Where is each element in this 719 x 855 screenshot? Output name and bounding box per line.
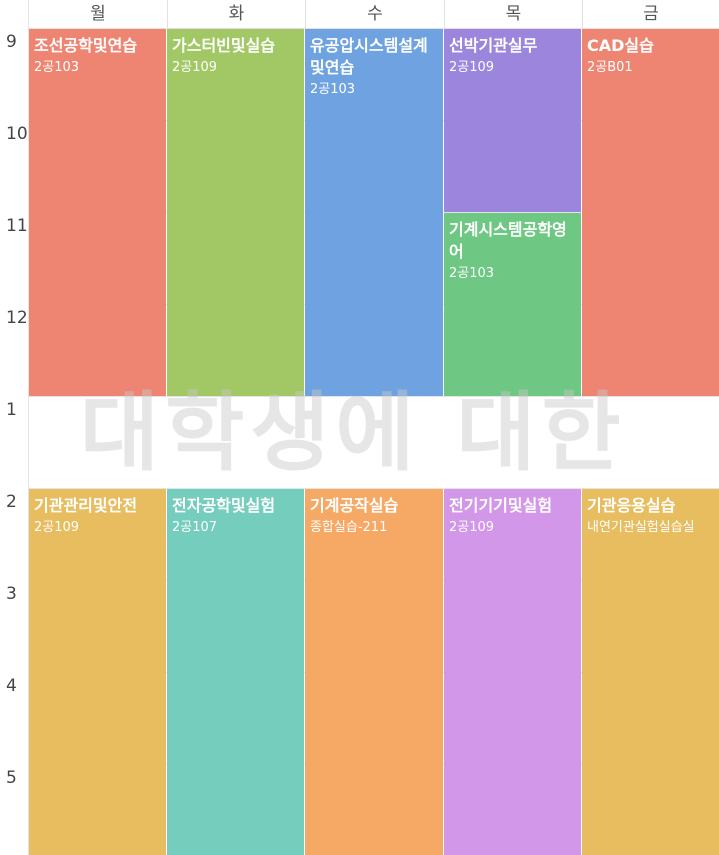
course-room: 내연기관실험실습실 [587,520,695,535]
day-header-tue: 화 [167,0,305,28]
course-room: 2공109 [449,60,495,75]
day-header-thu: 목 [444,0,582,28]
course-room: 2공109 [172,60,218,75]
hour-label: 11 [6,216,28,236]
course-room: 2공103 [34,60,80,75]
course-room: 2공109 [34,520,80,535]
course-block-fri-morning[interactable]: CAD실습 2공B01 [582,29,719,396]
course-room: 2공103 [310,82,356,97]
course-name: 전자공학및실험 [172,496,276,515]
column-divider [28,0,29,855]
course-block-thu-first[interactable]: 선박기관실무 2공109 [444,29,581,212]
course-name: 기계공작실습 [310,496,399,515]
hour-label: 9 [6,32,17,52]
course-block-mon-morning[interactable]: 조선공학및연습 2공103 [29,29,166,396]
course-name: 조선공학및연습 [34,36,138,55]
hour-label: 5 [6,768,17,788]
hour-divider [0,488,719,489]
course-block-thu-afternoon[interactable]: 전기기기및실험 2공109 [444,489,581,855]
course-name: 선박기관실무 [449,36,538,55]
course-name: 유공압시스템설계및연습 [310,36,428,77]
course-room: 종합실습-211 [310,520,388,535]
hour-label: 10 [6,124,28,144]
course-name: CAD실습 [587,36,654,55]
hour-label: 1 [6,400,17,420]
hour-label: 12 [6,308,28,328]
course-room: 2공109 [449,520,495,535]
course-name: 전기기기및실험 [449,496,553,515]
course-block-fri-afternoon[interactable]: 기관응용실습 내연기관실험실습실 [582,489,719,855]
day-header-row: 월 화 수 목 금 [0,0,719,29]
course-name: 기계시스템공학영어 [449,220,567,261]
course-block-wed-afternoon[interactable]: 기계공작실습 종합실습-211 [305,489,443,855]
day-header-fri: 금 [582,0,719,28]
course-name: 기관응용실습 [587,496,676,515]
hour-label: 2 [6,492,17,512]
hour-divider [0,396,719,397]
course-room: 2공103 [449,266,495,281]
course-name: 기관관리및안전 [34,496,138,515]
course-room: 2공B01 [587,60,633,75]
hour-label: 3 [6,584,17,604]
day-header-wed: 수 [305,0,444,28]
day-header-mon: 월 [28,0,167,28]
hour-label: 4 [6,676,17,696]
course-name: 가스터빈및실습 [172,36,276,55]
course-block-wed-morning[interactable]: 유공압시스템설계및연습 2공103 [305,29,443,396]
course-room: 2공107 [172,520,218,535]
time-column: 9 10 11 12 1 2 3 4 5 [0,28,28,855]
course-block-mon-afternoon[interactable]: 기관관리및안전 2공109 [29,489,166,855]
course-block-tue-morning[interactable]: 가스터빈및실습 2공109 [167,29,304,396]
course-block-tue-afternoon[interactable]: 전자공학및실험 2공107 [167,489,304,855]
course-block-thu-second[interactable]: 기계시스템공학영어 2공103 [444,213,581,396]
